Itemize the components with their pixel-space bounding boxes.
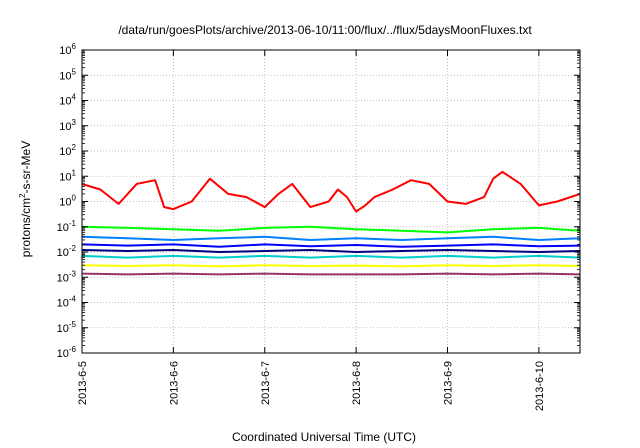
chart-title: /data/run/goesPlots/archive/2013-06-10/1… xyxy=(118,23,532,37)
y-tick-label: 10-3 xyxy=(57,269,77,284)
x-axis-label: Coordinated Universal Time (UTC) xyxy=(232,430,416,444)
y-tick-label: 10-1 xyxy=(57,219,77,234)
series-line-5 xyxy=(81,249,581,253)
x-tick-label: 2013-6-8 xyxy=(351,361,363,405)
y-axis-ticks: 10-6 10-5 10-4 10-3 10-2 10-1 100 101 102 103 104 1… xyxy=(57,42,580,360)
y-tick-label: 106 xyxy=(59,42,76,57)
x-tick-label: 2013-6-9 xyxy=(443,361,455,405)
y-tick-label: 101 xyxy=(59,168,76,183)
series-line-6 xyxy=(81,254,581,259)
y-tick-label: 10-6 xyxy=(57,345,77,360)
y-tick-label: 100 xyxy=(59,194,76,209)
y-axis-label: protons/cm2-s-sr-MeV xyxy=(18,141,33,257)
series-line-2 xyxy=(81,225,581,234)
y-tick-label: 105 xyxy=(59,67,76,82)
x-tick-label: 2013-6-6 xyxy=(168,361,180,405)
series-line-8 xyxy=(81,272,581,276)
x-tick-label: 2013-6-10 xyxy=(534,361,546,411)
series-line-1 xyxy=(81,170,581,213)
y-tick-label: 10-2 xyxy=(57,244,77,259)
series-line-3 xyxy=(81,235,581,241)
series-line-4 xyxy=(81,243,581,248)
y-tick-label: 102 xyxy=(59,143,76,158)
data-series xyxy=(81,170,581,276)
series-line-7 xyxy=(81,264,581,268)
grid xyxy=(82,50,580,353)
y-tick-label: 10-5 xyxy=(57,320,77,335)
x-axis-ticks: 2013-6-5 2013-6-6 2013-6-7 2013-6-8 2013-6-9… xyxy=(77,50,546,411)
y-tick-label: 10-4 xyxy=(57,295,77,310)
y-tick-label: 103 xyxy=(59,118,76,133)
x-tick-label: 2013-6-7 xyxy=(260,361,272,405)
y-tick-label: 104 xyxy=(59,93,76,108)
x-tick-label: 2013-6-5 xyxy=(77,361,89,405)
